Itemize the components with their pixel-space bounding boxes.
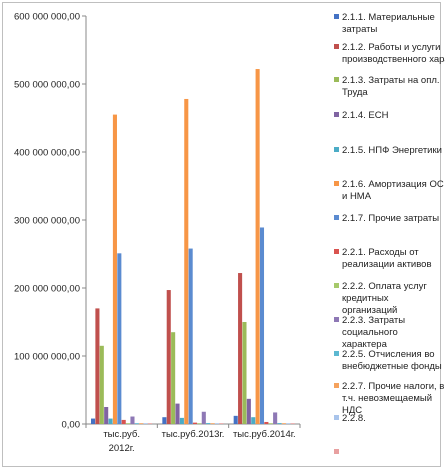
- legend-label: 2.1.5. НПФ Энергетики: [342, 145, 442, 156]
- legend-label: затраты: [342, 24, 377, 35]
- legend-label: 2.2.7. Прочие налоги, в: [342, 381, 444, 392]
- legend-label: 2.1.2. Работы и услуги: [342, 42, 440, 53]
- bar: [104, 407, 109, 424]
- bar: [214, 423, 219, 424]
- bar: [193, 422, 198, 424]
- legend-swatch: [334, 77, 339, 82]
- bar: [130, 416, 135, 424]
- legend-swatch: [334, 14, 339, 19]
- bar: [117, 253, 122, 424]
- bar: [99, 345, 104, 424]
- legend-swatch: [334, 351, 339, 356]
- legend-label: характера: [342, 339, 388, 350]
- legend-label: 2.2.5. Отчисления во: [342, 349, 435, 360]
- bar: [219, 423, 224, 424]
- bar: [251, 417, 256, 424]
- legend-swatch: [334, 181, 339, 186]
- x-tick-label: тыс.руб.: [103, 429, 140, 440]
- bar: [290, 423, 295, 424]
- bar: [139, 423, 144, 424]
- legend-label: 2.1.1. Материальные: [342, 12, 435, 23]
- y-tick-label: 200 000 000,00: [14, 284, 80, 295]
- x-tick-label: тыс.руб.2013г.: [162, 429, 225, 440]
- legend-label: т.ч. невозмещаемый: [342, 393, 432, 404]
- bar: [179, 417, 184, 424]
- bar: [184, 98, 189, 425]
- bar: [286, 423, 291, 424]
- legend-swatch: [334, 215, 339, 220]
- legend-label: 2.1.3. Затраты на опл.: [342, 75, 440, 86]
- legend-label: 2.2.1. Расходы от: [342, 247, 419, 258]
- legend-swatch: [334, 449, 339, 454]
- legend-label: Труда: [342, 87, 368, 98]
- bar: [277, 422, 282, 424]
- legend-swatch: [334, 283, 339, 288]
- legend-label: и НМА: [342, 191, 372, 202]
- bar: [147, 423, 153, 424]
- bar: [171, 332, 176, 424]
- y-tick-label: 300 000 000,00: [14, 216, 80, 227]
- legend-label: 2.1.6. Амортизация ОС: [342, 179, 444, 190]
- y-tick-label: 0,00: [62, 420, 81, 431]
- legend-label: 2.2.2. Оплата услуг: [342, 281, 427, 292]
- legend-swatch: [334, 383, 339, 388]
- legend-label: НДС: [342, 405, 362, 416]
- bar: [166, 290, 171, 424]
- bar: [126, 423, 131, 424]
- x-tick-label: тыс.руб.2014г.: [233, 429, 296, 440]
- legend-label: 2.1.7. Прочие затраты: [342, 213, 439, 224]
- bar: [233, 415, 238, 424]
- bar: [162, 417, 167, 424]
- chart-frame: [2, 2, 441, 467]
- bar: [259, 227, 265, 424]
- bar: [206, 422, 211, 424]
- legend-swatch: [334, 317, 339, 322]
- bar: [95, 308, 100, 424]
- y-tick-label: 100 000 000,00: [14, 352, 80, 363]
- bar: [197, 423, 202, 424]
- bar: [175, 403, 180, 424]
- bar: [134, 423, 139, 424]
- y-tick-label: 600 000 000,00: [14, 12, 80, 23]
- bar: [143, 423, 148, 424]
- legend-label: реализации активов: [342, 259, 432, 270]
- legend-label: 2.2.3. Затраты: [342, 315, 405, 326]
- legend-label: производственного характера: [342, 54, 445, 65]
- bar: [255, 69, 260, 424]
- bar: [201, 411, 206, 424]
- bar: [112, 114, 117, 424]
- bar: [108, 418, 113, 424]
- legend-label: 2.1.4. ЕСН: [342, 110, 389, 121]
- legend-swatch: [334, 44, 339, 49]
- legend-label: внебюджетные фонды: [342, 361, 442, 372]
- legend-swatch: [334, 147, 339, 152]
- bar: [188, 248, 193, 424]
- legend-swatch: [334, 112, 339, 117]
- legend-label: организаций: [342, 305, 397, 316]
- y-tick-label: 400 000 000,00: [14, 148, 80, 159]
- x-tick-label: 2012г.: [109, 443, 135, 454]
- bar: [268, 423, 273, 424]
- bar: [91, 418, 96, 424]
- legend-swatch: [334, 249, 339, 254]
- bar: [246, 398, 251, 424]
- bar: [121, 419, 126, 424]
- legend-label: 2.2.8.: [342, 413, 366, 424]
- bar: [273, 412, 278, 424]
- y-tick-label: 500 000 000,00: [14, 80, 80, 91]
- bar: [210, 423, 215, 424]
- bar: [264, 421, 269, 424]
- legend-label: кредитных: [342, 293, 389, 304]
- bar: [242, 322, 247, 424]
- legend-label: социального: [342, 327, 398, 338]
- bar: [281, 423, 286, 424]
- legend-swatch: [334, 415, 339, 420]
- bar: [238, 273, 243, 424]
